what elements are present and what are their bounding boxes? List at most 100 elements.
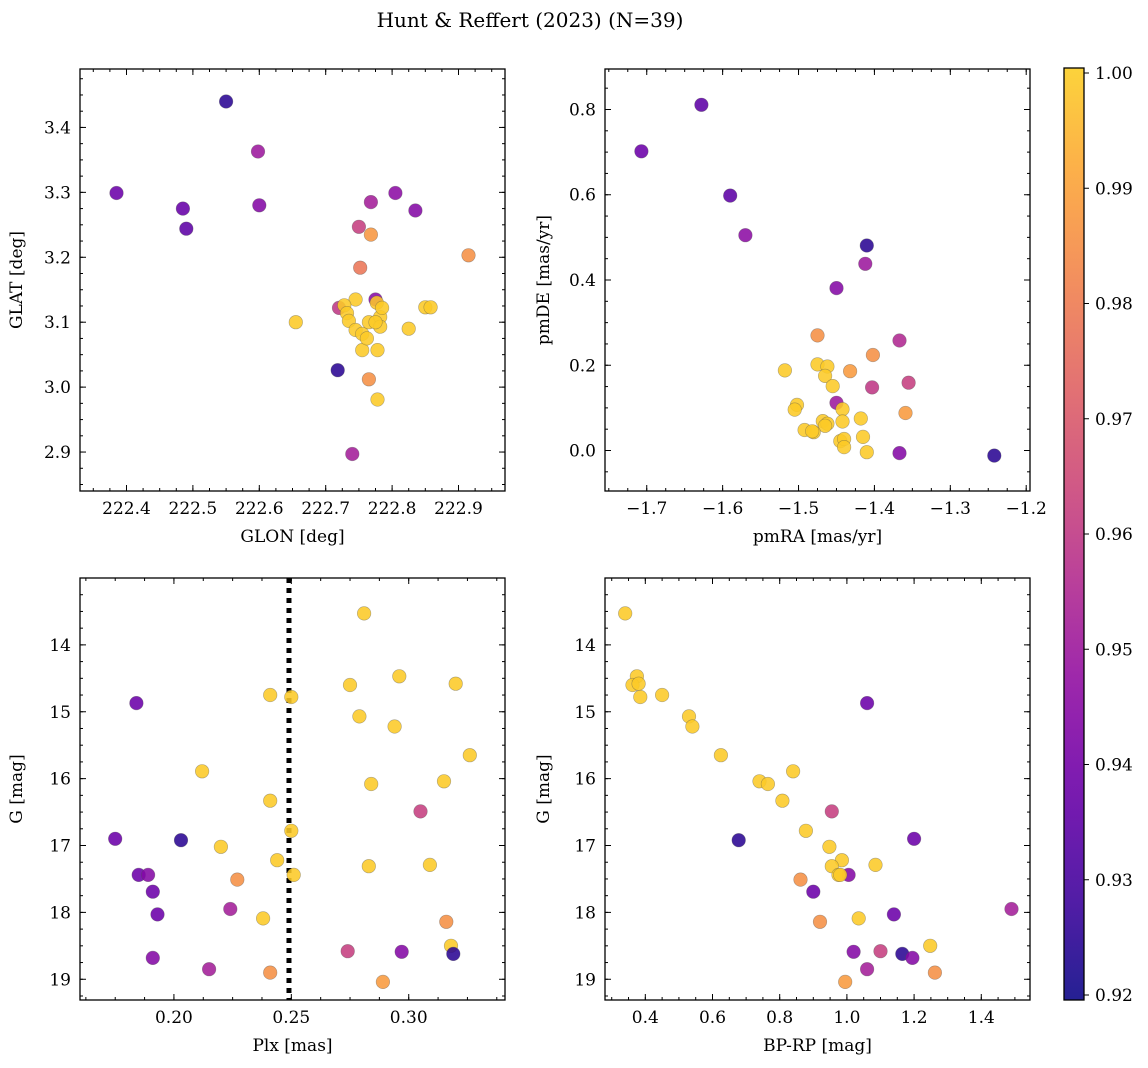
ticks bbox=[605, 577, 1030, 1000]
data-point bbox=[842, 364, 858, 379]
data-point bbox=[713, 748, 729, 763]
x-tick-label: 222.6 bbox=[235, 499, 284, 519]
data-point bbox=[286, 867, 301, 883]
data-point bbox=[836, 440, 852, 455]
data-point bbox=[345, 446, 360, 462]
data-point bbox=[731, 833, 746, 848]
y-tick-label: 0.0 bbox=[569, 442, 596, 462]
data-point bbox=[633, 689, 648, 705]
x-tick-label: 0.8 bbox=[766, 1008, 793, 1028]
x-tick-label: −1.5 bbox=[778, 499, 819, 519]
data-point bbox=[361, 859, 376, 874]
data-point bbox=[810, 328, 825, 343]
ticks bbox=[80, 577, 505, 1000]
data-point bbox=[330, 363, 345, 378]
colorbar-tick-label: 0.94 bbox=[1095, 756, 1133, 776]
data-point bbox=[859, 962, 875, 977]
points bbox=[108, 606, 477, 990]
y-tick-label: 15 bbox=[49, 703, 71, 723]
data-point bbox=[284, 823, 299, 838]
data-point bbox=[270, 853, 285, 868]
data-point bbox=[694, 97, 709, 112]
data-point bbox=[834, 853, 850, 868]
data-point bbox=[387, 719, 402, 734]
data-point bbox=[109, 185, 124, 201]
data-point bbox=[250, 144, 266, 159]
data-point bbox=[408, 203, 423, 218]
data-point bbox=[263, 793, 278, 808]
ticks bbox=[605, 69, 1030, 491]
x-tick-label: 222.9 bbox=[434, 499, 483, 519]
x-tick-label: 0.25 bbox=[272, 1008, 310, 1028]
plot-frame bbox=[604, 577, 1031, 1001]
y-tick-label: 17 bbox=[574, 837, 596, 857]
y-tick-label: 16 bbox=[49, 770, 71, 790]
colorbar: 0.92 0.93 0.94 0.95 0.96 0.97 0.98 0.99 1.00 bbox=[1063, 64, 1133, 1006]
data-point bbox=[150, 907, 165, 922]
x-tick-label: 1.0 bbox=[833, 1008, 860, 1028]
x-tick-label: −1.4 bbox=[854, 499, 895, 519]
data-point bbox=[817, 418, 833, 433]
y-tick-label: 3.2 bbox=[44, 248, 71, 268]
data-point bbox=[370, 343, 385, 358]
y-tick-label: 19 bbox=[574, 970, 596, 990]
x-tick-label: 0.30 bbox=[390, 1008, 428, 1028]
data-point bbox=[263, 965, 278, 980]
x-tick-label: −1.2 bbox=[1006, 499, 1047, 519]
data-point bbox=[829, 281, 844, 296]
y-tick-label: 2.9 bbox=[44, 443, 71, 463]
data-point bbox=[923, 938, 938, 953]
data-point bbox=[219, 94, 234, 109]
colorbar-tick-label: 0.95 bbox=[1095, 640, 1133, 660]
y-tick-label: 3.0 bbox=[44, 378, 71, 398]
x-tick-label: 222.8 bbox=[368, 499, 417, 519]
data-point bbox=[388, 185, 403, 201]
data-point bbox=[822, 839, 837, 854]
y-tick-label: 3.3 bbox=[44, 183, 71, 203]
x-tick-label: 1.2 bbox=[901, 1008, 928, 1028]
data-point bbox=[422, 857, 438, 873]
data-point bbox=[723, 188, 738, 203]
data-point bbox=[145, 950, 160, 966]
data-point bbox=[798, 823, 814, 838]
data-point bbox=[173, 833, 189, 848]
data-point bbox=[448, 676, 463, 691]
data-point bbox=[859, 695, 875, 711]
data-point bbox=[145, 884, 160, 899]
data-point bbox=[793, 872, 808, 887]
data-point bbox=[436, 774, 452, 789]
data-point bbox=[873, 944, 888, 959]
y-tick-label: 18 bbox=[574, 903, 596, 923]
data-point bbox=[359, 331, 375, 346]
data-point bbox=[461, 248, 476, 263]
y-tick-label: 19 bbox=[49, 970, 71, 990]
panel-pos: 222.4 222.5 222.6 222.7 222.8 222.9 2.9 3.0 3.1 3… bbox=[7, 68, 506, 547]
x-axis-label: Plx [mas] bbox=[252, 1036, 332, 1056]
points bbox=[634, 97, 1002, 463]
data-point bbox=[394, 944, 409, 959]
y-tick-label: 3.4 bbox=[44, 118, 71, 138]
data-point bbox=[787, 402, 802, 417]
panel-cmd-plx: 0.20 0.25 0.30 14 15 16 17 18 19 Plx [mas] G [mag] bbox=[7, 577, 506, 1056]
data-point bbox=[363, 195, 379, 210]
data-point bbox=[179, 221, 194, 236]
data-point bbox=[202, 962, 217, 977]
data-point bbox=[631, 676, 646, 691]
y-tick-label: 17 bbox=[49, 837, 71, 857]
data-point bbox=[363, 227, 379, 242]
data-point bbox=[340, 944, 355, 959]
data-point bbox=[855, 429, 871, 445]
x-axis-label: BP-RP [mag] bbox=[763, 1036, 872, 1056]
data-point bbox=[846, 944, 861, 959]
data-point bbox=[223, 901, 238, 917]
plot-frame bbox=[79, 577, 506, 1001]
data-point bbox=[865, 347, 881, 363]
y-axis-label: G [mag] bbox=[7, 754, 27, 823]
data-point bbox=[864, 380, 880, 395]
data-point bbox=[1004, 901, 1019, 917]
y-tick-label: 0.8 bbox=[569, 100, 596, 120]
colorbar-gradient bbox=[1064, 68, 1084, 1000]
x-tick-label: 0.20 bbox=[155, 1008, 193, 1028]
data-point bbox=[357, 606, 372, 621]
y-tick-label: 18 bbox=[49, 903, 71, 923]
